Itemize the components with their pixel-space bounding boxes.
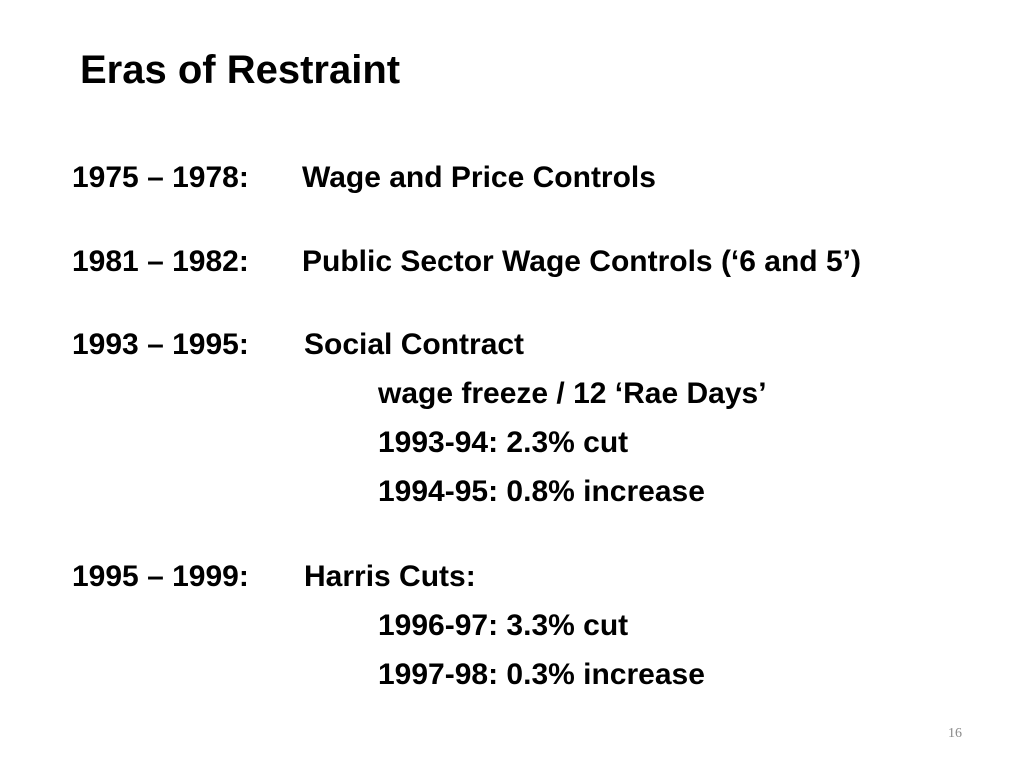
era-detail: wage freeze / 12 ‘Rae Days’ (378, 377, 767, 410)
era-years: 1993 – 1995: (72, 328, 249, 361)
era-detail: 1997-98: 0.3% increase (378, 658, 705, 691)
era-detail: 1994-95: 0.8% increase (378, 475, 705, 508)
slide-title: Eras of Restraint (80, 48, 401, 92)
era-title: Wage and Price Controls (302, 161, 656, 194)
era-title: Harris Cuts: (304, 560, 476, 593)
page-number: 16 (948, 726, 962, 741)
era-detail: 1993-94: 2.3% cut (378, 426, 629, 459)
era-title: Social Contract (304, 328, 525, 361)
era-years: 1975 – 1978: (72, 161, 249, 194)
era-detail: 1996-97: 3.3% cut (378, 609, 629, 642)
era-title: Public Sector Wage Controls (‘6 and 5’) (302, 245, 861, 278)
era-years: 1981 – 1982: (72, 245, 249, 278)
era-years: 1995 – 1999: (72, 560, 249, 593)
